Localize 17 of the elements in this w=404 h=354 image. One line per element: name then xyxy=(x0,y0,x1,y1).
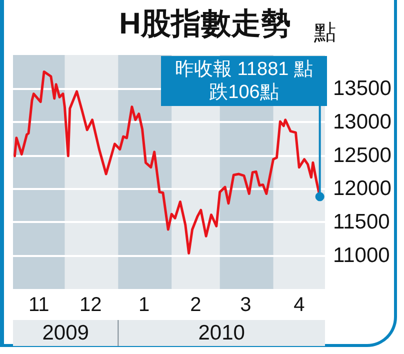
text: 2009 xyxy=(42,322,89,344)
x-tick-label: 4 xyxy=(294,294,305,316)
x-tick-label: 11 xyxy=(28,294,50,316)
x-tick-label: 3 xyxy=(240,294,252,316)
x-tick-label: 2 xyxy=(190,294,202,316)
annotation: 昨收報 11881 點跌106點 xyxy=(175,59,313,103)
y-tick-label: 11500 xyxy=(333,210,390,234)
y-tick-label: 13000 xyxy=(333,110,392,134)
y-tick-label: 11000 xyxy=(333,244,390,268)
x-tick-label: 12 xyxy=(79,294,102,316)
text: 2010 xyxy=(198,322,245,344)
y-tick-label: 13500 xyxy=(333,76,392,100)
y-tick-label: 12000 xyxy=(333,177,392,200)
chart-title: H股指數走勢 xyxy=(119,8,291,40)
y-axis-title: 點 xyxy=(313,20,336,44)
x-tick-label: 1 xyxy=(138,294,150,316)
y-tick-label: 12500 xyxy=(333,144,392,167)
